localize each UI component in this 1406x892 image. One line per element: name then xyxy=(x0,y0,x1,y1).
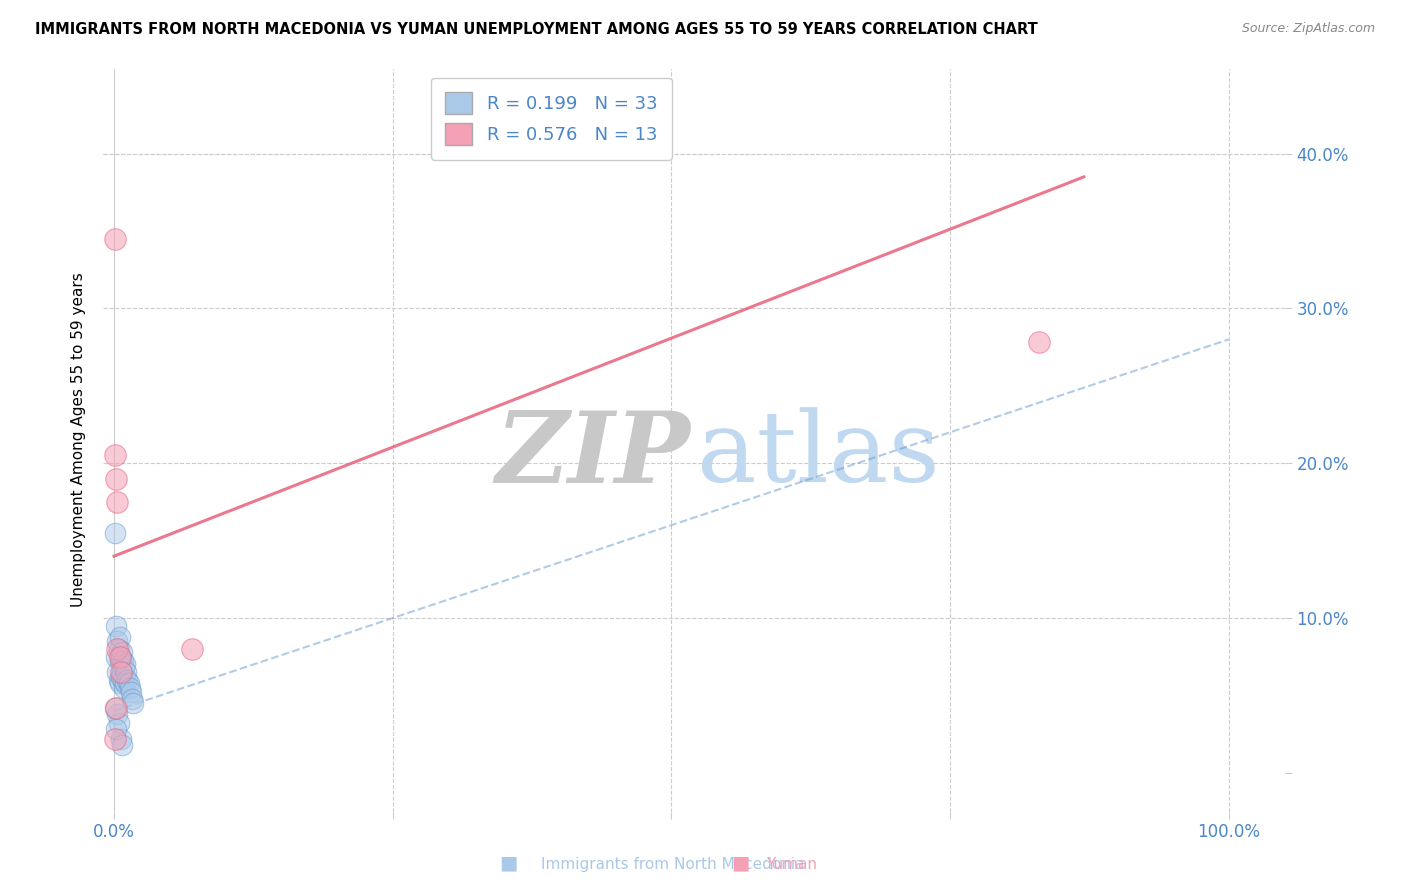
Y-axis label: Unemployment Among Ages 55 to 59 years: Unemployment Among Ages 55 to 59 years xyxy=(72,273,86,607)
Text: ■: ■ xyxy=(731,854,749,872)
Point xyxy=(117,673,139,687)
Point xyxy=(110,649,132,664)
Point xyxy=(1028,335,1050,350)
Point xyxy=(118,681,141,695)
Point xyxy=(105,701,128,715)
Text: atlas: atlas xyxy=(697,407,941,503)
Point xyxy=(104,449,127,463)
Point xyxy=(104,731,127,746)
Point xyxy=(107,642,129,657)
Point xyxy=(107,673,129,687)
Text: Source: ZipAtlas.com: Source: ZipAtlas.com xyxy=(1241,22,1375,36)
Point xyxy=(114,676,136,690)
Point xyxy=(104,525,127,540)
Point xyxy=(108,676,131,690)
Point xyxy=(112,660,135,674)
Text: Yuman: Yuman xyxy=(766,857,817,872)
Point xyxy=(112,681,135,695)
Point xyxy=(110,665,132,680)
Text: Immigrants from North Macedonia: Immigrants from North Macedonia xyxy=(541,857,804,872)
Point xyxy=(121,691,143,706)
Point xyxy=(111,654,134,668)
Point xyxy=(110,670,132,684)
Point xyxy=(120,685,142,699)
Point xyxy=(111,645,134,659)
Point xyxy=(105,642,128,657)
Point xyxy=(105,634,128,648)
Point xyxy=(122,696,145,710)
Point xyxy=(111,673,134,687)
Text: ZIP: ZIP xyxy=(495,407,690,503)
Point xyxy=(111,665,134,680)
Point xyxy=(105,495,128,509)
Point xyxy=(108,649,131,664)
Point xyxy=(104,232,127,246)
Point xyxy=(108,654,131,668)
Point xyxy=(105,665,128,680)
Point xyxy=(108,630,131,644)
Text: ■: ■ xyxy=(499,854,517,872)
Point xyxy=(107,716,129,731)
Point xyxy=(105,706,128,721)
Point xyxy=(111,738,134,752)
Point xyxy=(104,701,127,715)
Point xyxy=(114,657,136,672)
Text: IMMIGRANTS FROM NORTH MACEDONIA VS YUMAN UNEMPLOYMENT AMONG AGES 55 TO 59 YEARS : IMMIGRANTS FROM NORTH MACEDONIA VS YUMAN… xyxy=(35,22,1038,37)
Point xyxy=(105,649,128,664)
Legend: R = 0.199   N = 33, R = 0.576   N = 13: R = 0.199 N = 33, R = 0.576 N = 13 xyxy=(432,78,672,160)
Point xyxy=(110,731,132,746)
Point xyxy=(181,642,204,657)
Point xyxy=(105,472,128,486)
Point xyxy=(105,723,128,737)
Point xyxy=(105,619,128,633)
Point xyxy=(115,665,138,680)
Point xyxy=(117,676,139,690)
